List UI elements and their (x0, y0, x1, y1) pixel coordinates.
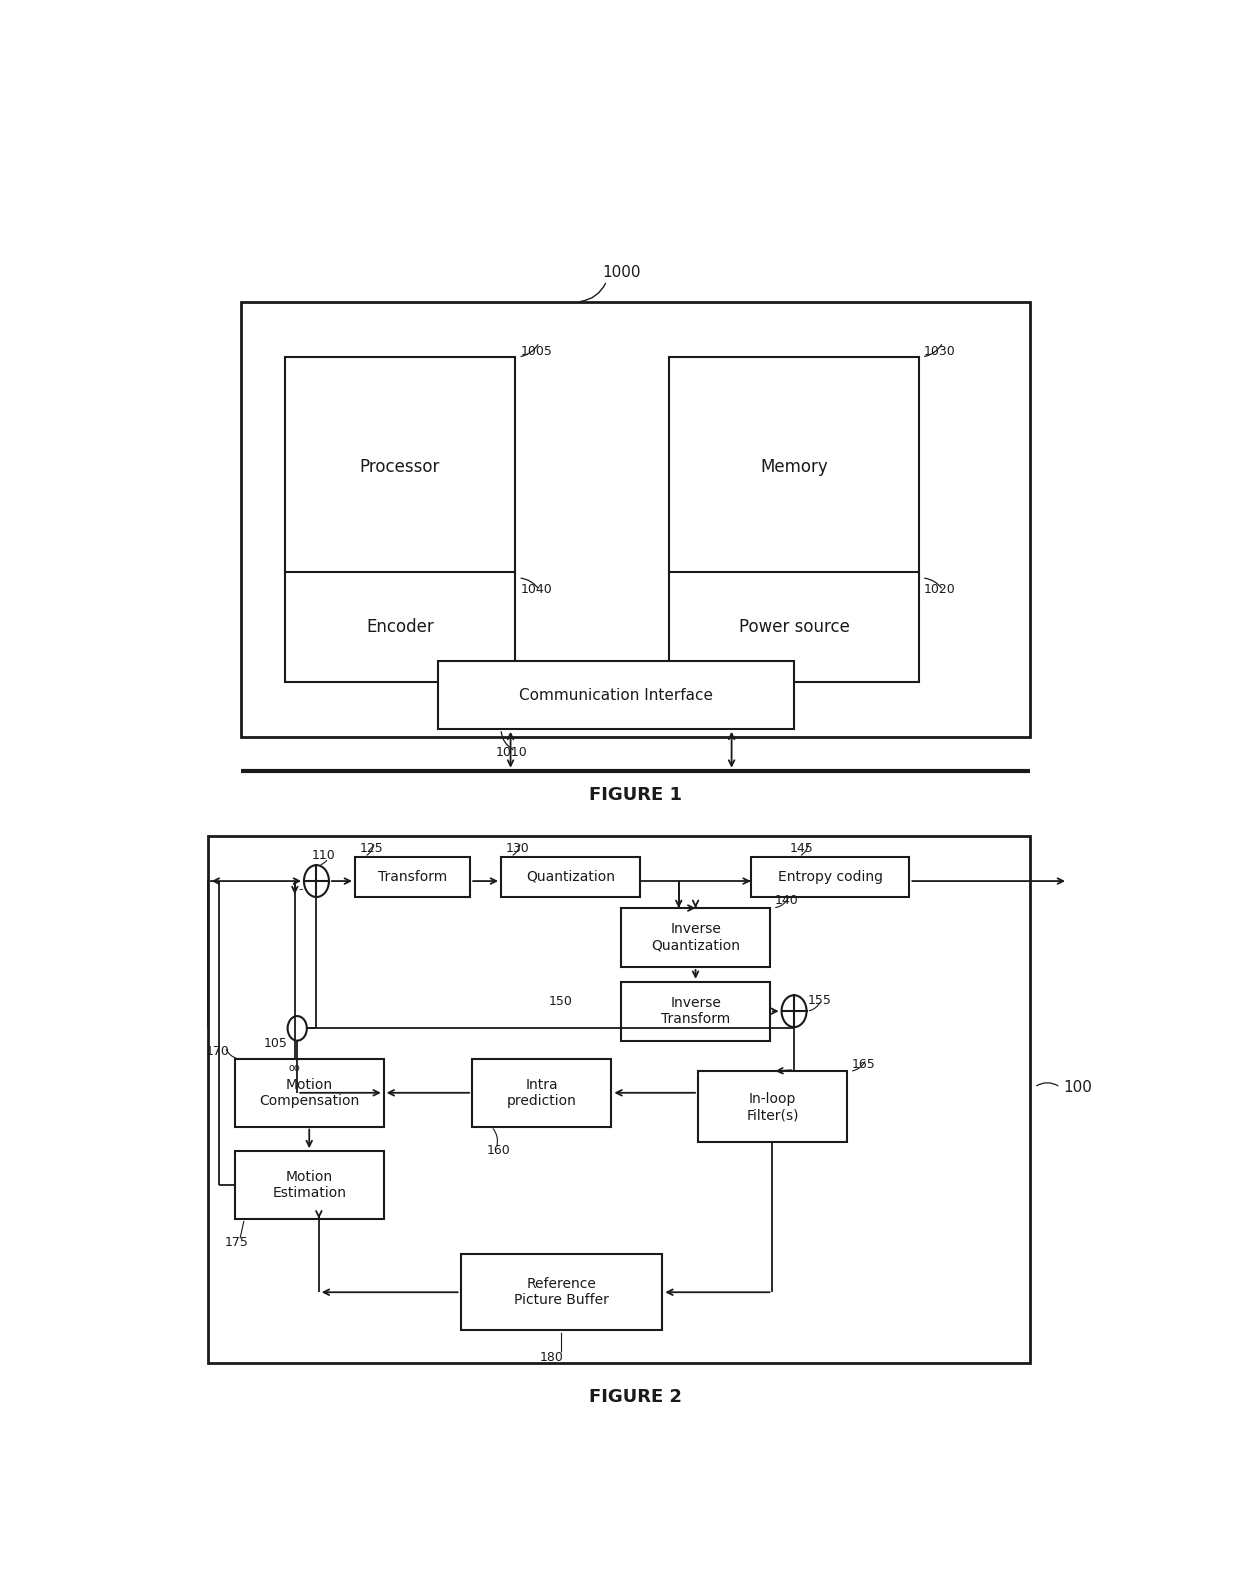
Bar (670, 572, 919, 682)
Text: 155: 155 (807, 993, 831, 1007)
Bar (501, 856, 640, 897)
Text: Processor: Processor (360, 459, 440, 477)
Text: 165: 165 (852, 1058, 875, 1071)
Text: FIGURE 2: FIGURE 2 (589, 1387, 682, 1406)
Bar (285, 572, 516, 682)
Text: -: - (299, 883, 304, 896)
Bar (698, 1071, 847, 1143)
Bar (439, 662, 794, 728)
Bar (621, 982, 770, 1041)
Text: 140: 140 (775, 894, 799, 907)
Text: In-loop
Filter(s): In-loop Filter(s) (746, 1092, 799, 1122)
Text: Communication Interface: Communication Interface (520, 687, 713, 703)
Text: Inverse
Quantization: Inverse Quantization (651, 923, 740, 953)
Bar (670, 357, 919, 579)
Text: Motion
Compensation: Motion Compensation (259, 1078, 360, 1108)
Bar (472, 1058, 611, 1127)
Bar (234, 1151, 383, 1218)
Text: 110: 110 (311, 850, 335, 862)
Bar (355, 856, 470, 897)
Text: 1030: 1030 (924, 344, 956, 357)
Text: Transform: Transform (378, 870, 448, 883)
Text: 130: 130 (506, 842, 529, 854)
Text: Encoder: Encoder (366, 618, 434, 636)
Text: 100: 100 (1063, 1079, 1092, 1095)
Bar (621, 909, 770, 968)
Text: Quantization: Quantization (526, 870, 615, 883)
Text: 125: 125 (360, 842, 383, 854)
Text: 150: 150 (549, 995, 573, 1007)
Text: FIGURE 1: FIGURE 1 (589, 786, 682, 803)
Text: 145: 145 (789, 842, 813, 854)
Text: Entropy coding: Entropy coding (777, 870, 883, 883)
Text: oo: oo (289, 1063, 300, 1073)
Bar (242, 301, 1029, 738)
Text: 1005: 1005 (521, 344, 552, 357)
Text: 1000: 1000 (601, 265, 640, 279)
Text: 175: 175 (226, 1235, 249, 1248)
Text: 1010: 1010 (496, 746, 528, 759)
Bar (234, 1058, 383, 1127)
Bar (208, 835, 1029, 1363)
Text: Motion
Estimation: Motion Estimation (273, 1170, 346, 1200)
Text: 180: 180 (539, 1352, 564, 1364)
Text: Power source: Power source (739, 618, 849, 636)
Text: Intra
prediction: Intra prediction (507, 1078, 577, 1108)
Bar (751, 856, 909, 897)
Text: Memory: Memory (760, 459, 828, 477)
Bar (460, 1254, 662, 1331)
Text: 105: 105 (264, 1036, 288, 1050)
Text: 1040: 1040 (521, 583, 552, 596)
Text: Reference
Picture Buffer: Reference Picture Buffer (515, 1277, 609, 1307)
Bar (285, 357, 516, 579)
Text: Inverse
Transform: Inverse Transform (661, 996, 730, 1027)
Text: 160: 160 (486, 1143, 511, 1157)
Text: 1020: 1020 (924, 583, 956, 596)
Text: 170: 170 (206, 1046, 229, 1058)
